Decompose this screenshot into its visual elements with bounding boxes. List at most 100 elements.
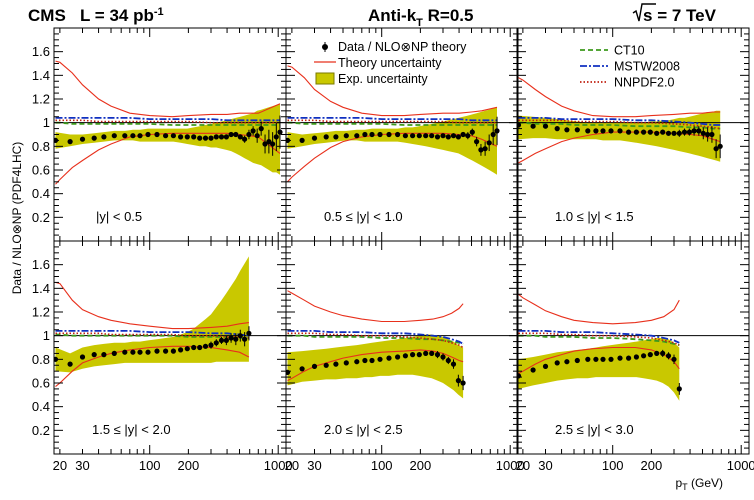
data-point bbox=[101, 352, 107, 358]
data-point bbox=[213, 134, 219, 140]
panel-2: 0.5 ≤ |y| < 1.0 bbox=[285, 27, 519, 242]
rapidity-region-label: 2.0 ≤ |y| < 2.5 bbox=[324, 422, 403, 437]
data-point bbox=[460, 131, 466, 138]
rapidity-region-label: 1.0 ≤ |y| < 1.5 bbox=[555, 209, 634, 224]
data-point bbox=[184, 346, 190, 352]
ct10-curve bbox=[518, 334, 680, 346]
data-point bbox=[686, 129, 693, 135]
data-point bbox=[445, 134, 451, 140]
data-point bbox=[490, 131, 496, 138]
data-point bbox=[311, 135, 318, 141]
data-point bbox=[593, 356, 599, 362]
rapidity-region-label: 2.5 ≤ |y| < 3.0 bbox=[555, 422, 634, 437]
y-tick-label: 0.6 bbox=[32, 163, 50, 178]
x-tick-label: 1000 bbox=[496, 458, 525, 473]
data-point bbox=[145, 131, 151, 138]
x-tick-label: 100 bbox=[139, 458, 161, 473]
data-point bbox=[237, 333, 243, 339]
data-point bbox=[377, 356, 383, 362]
data-point bbox=[564, 127, 570, 133]
data-point bbox=[266, 139, 272, 145]
luminosity-label: L = 34 pb-1 bbox=[80, 6, 164, 25]
data-point bbox=[633, 354, 640, 360]
theory-uncertainty-upper bbox=[55, 281, 249, 330]
cms-label: CMS bbox=[28, 6, 66, 25]
data-point bbox=[410, 352, 416, 358]
data-point bbox=[184, 134, 190, 140]
data-point bbox=[402, 353, 408, 359]
legend-data-label: Data / NLO⊗NP theory bbox=[338, 40, 467, 54]
data-point bbox=[660, 129, 666, 135]
rapidity-region-label: |y| < 0.5 bbox=[96, 209, 142, 224]
nnpdf-curve bbox=[287, 119, 497, 124]
data-point bbox=[705, 131, 711, 138]
ct10-curve bbox=[287, 121, 497, 126]
data-point bbox=[191, 344, 197, 351]
data-point bbox=[228, 335, 234, 341]
theory-uncertainty-upper bbox=[55, 60, 281, 118]
data-point bbox=[530, 367, 536, 373]
data-point bbox=[67, 361, 73, 367]
legend-theory-label: Theory uncertainty bbox=[338, 56, 442, 70]
data-point bbox=[333, 134, 339, 140]
x-axis-title: pT (GeV) bbox=[675, 476, 723, 492]
data-point bbox=[362, 357, 368, 364]
y-tick-label: 1.4 bbox=[32, 68, 50, 83]
x-tick-label: 30 bbox=[75, 458, 89, 473]
data-point bbox=[137, 349, 143, 355]
data-point bbox=[542, 363, 549, 369]
data-point bbox=[111, 350, 117, 356]
theory-uncertainty-upper bbox=[287, 65, 498, 117]
data-point bbox=[542, 123, 549, 129]
data-point bbox=[299, 137, 305, 143]
y-tick-label: 0.4 bbox=[32, 399, 50, 414]
x-tick-label: 20 bbox=[516, 458, 530, 473]
data-point bbox=[654, 130, 660, 136]
data-point bbox=[130, 133, 136, 139]
data-point bbox=[254, 133, 260, 139]
data-point bbox=[450, 133, 457, 139]
data-point bbox=[486, 140, 492, 146]
data-point bbox=[178, 347, 184, 353]
exp-uncertainty-band bbox=[518, 338, 680, 401]
data-point bbox=[429, 133, 435, 139]
theory-uncertainty-upper bbox=[287, 290, 464, 323]
data-point bbox=[111, 133, 117, 139]
data-point bbox=[434, 352, 441, 358]
data-point bbox=[517, 122, 522, 128]
y-tick-label: 1 bbox=[43, 115, 50, 130]
data-point bbox=[386, 355, 392, 361]
panel-6: 20 30 100 200 1000 2.5 ≤ |y| < 3.0 bbox=[516, 240, 754, 473]
y-tick-label: 0.4 bbox=[32, 186, 50, 201]
data-point bbox=[362, 131, 368, 138]
data-point bbox=[333, 361, 339, 367]
data-point bbox=[154, 348, 160, 354]
data-point bbox=[154, 131, 160, 138]
data-point bbox=[377, 131, 383, 138]
data-point bbox=[460, 380, 466, 386]
legend-nnpdf-label: NNPDF2.0 bbox=[614, 76, 674, 90]
data-point bbox=[665, 353, 672, 359]
data-point bbox=[416, 133, 422, 139]
theory-uncertainty-lower bbox=[55, 345, 250, 388]
panel-1: 0.2 0.4 0.6 0.8 1 1.2 1.4 1.6 |y| < 0.5 bbox=[32, 27, 287, 242]
legend-mstw-label: MSTW2008 bbox=[614, 60, 680, 74]
data-point bbox=[170, 348, 176, 354]
data-point bbox=[647, 352, 653, 358]
data-point bbox=[633, 129, 640, 135]
legend-exp-swatch bbox=[315, 72, 335, 85]
mstw-curve bbox=[287, 117, 497, 122]
data-point bbox=[482, 146, 488, 152]
x-tick-label: 200 bbox=[641, 458, 663, 473]
y-axis-title: Data / NLO⊗NP (PDF4LHC) bbox=[10, 142, 24, 295]
panel-3: 1.0 ≤ |y| < 1.5 bbox=[516, 27, 750, 242]
data-point bbox=[163, 348, 169, 354]
data-point bbox=[242, 136, 248, 142]
data-point bbox=[554, 126, 560, 132]
y-tick-label: 1.4 bbox=[32, 281, 50, 296]
data-point bbox=[122, 133, 128, 139]
x-tick-label: 1000 bbox=[264, 458, 293, 473]
data-point bbox=[218, 337, 225, 343]
y-tick-label: 1 bbox=[43, 328, 50, 343]
data-point bbox=[299, 366, 305, 372]
